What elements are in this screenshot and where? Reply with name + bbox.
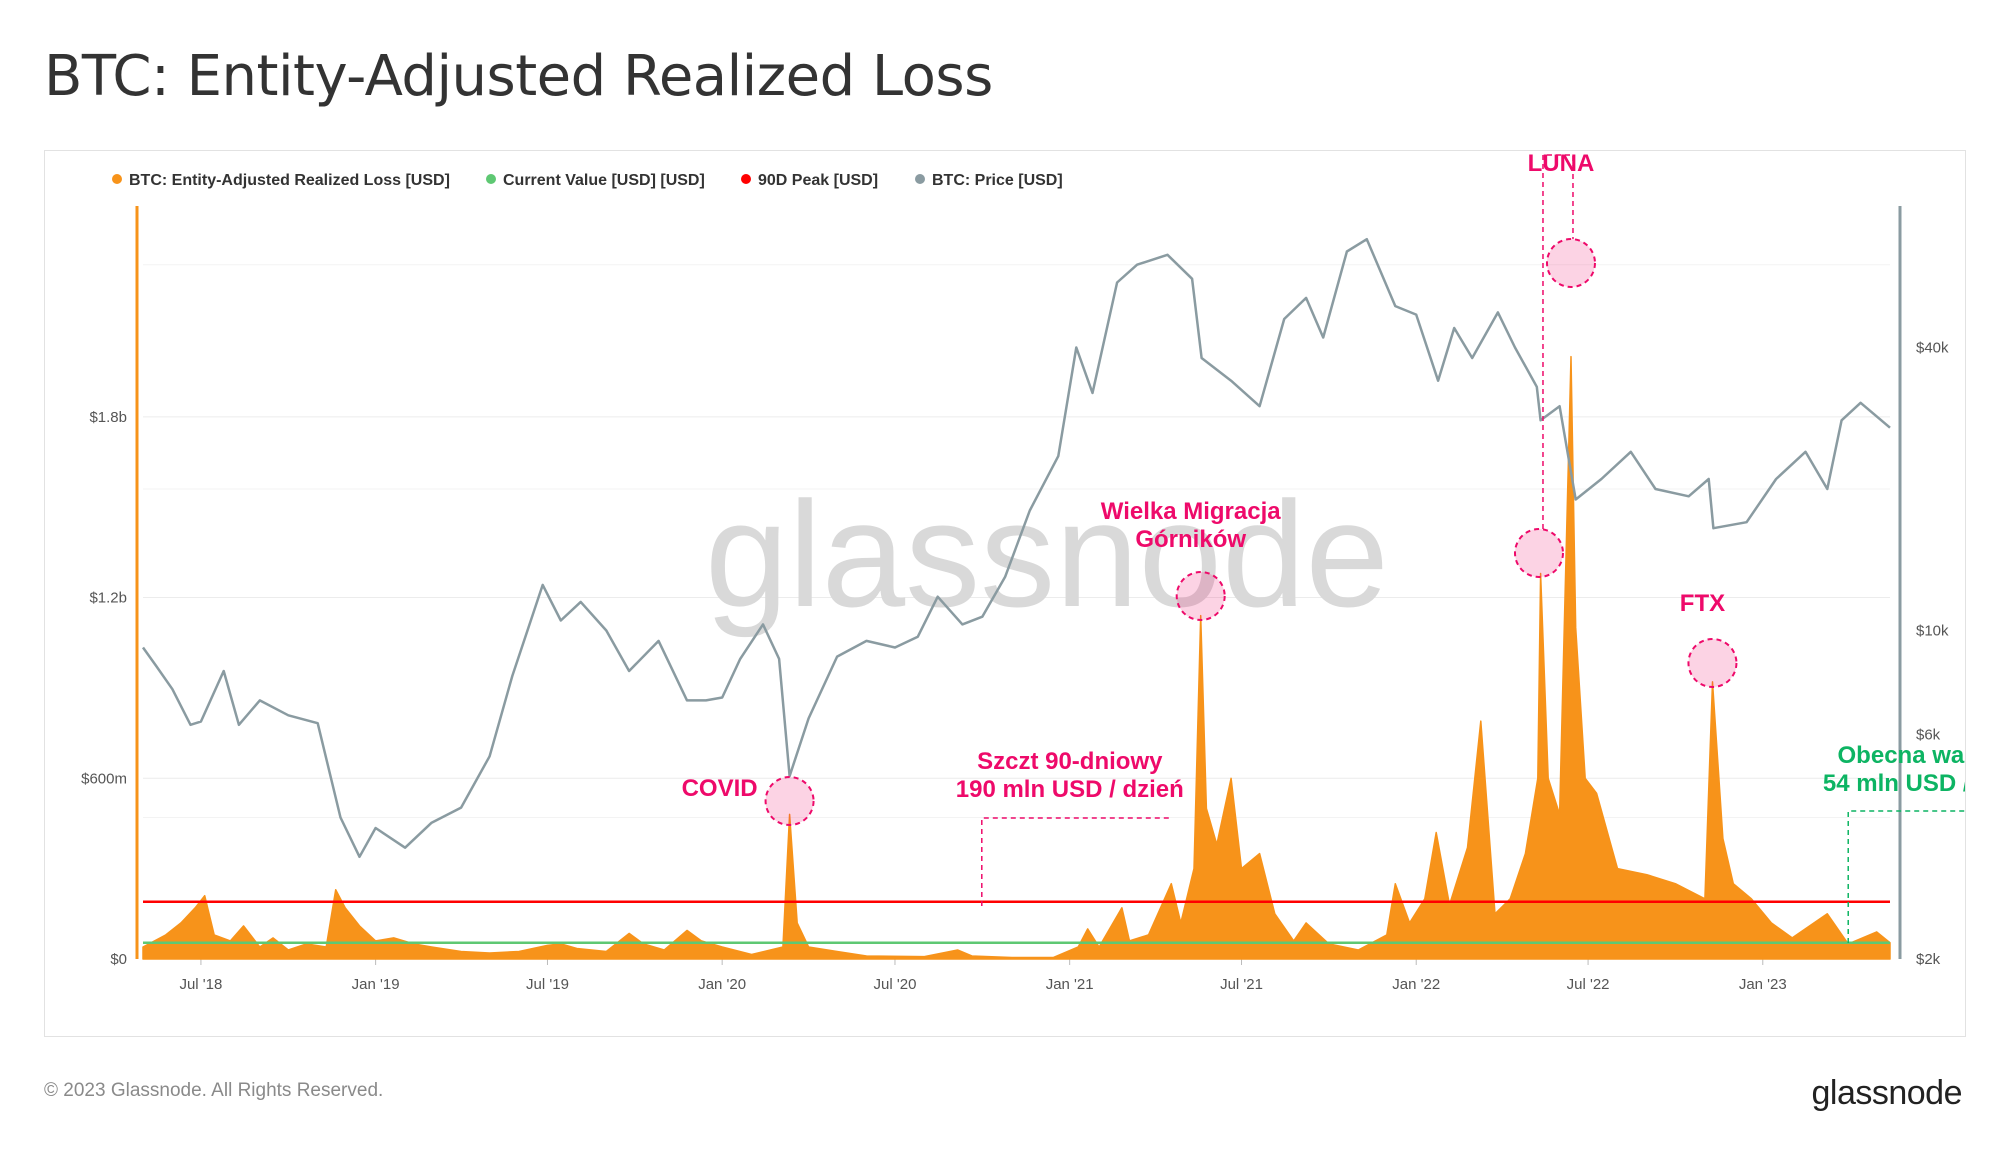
y-right-tick-label: $6k — [1916, 727, 1941, 744]
axes: $0 $600m $1.2b $1.8b $2k $6k $10k $40k Jul '18 Ja… — [81, 206, 1949, 993]
annotation-leader — [1847, 810, 1965, 943]
x-tick-label: Jan '20 — [698, 976, 746, 993]
annotation-label: 190 mln USD / dzień — [956, 776, 1184, 803]
annotation-leader — [981, 817, 1170, 906]
annotation-leader — [1542, 154, 1574, 529]
x-tick-label: Jul '18 — [179, 976, 222, 993]
legend-dot — [915, 174, 925, 184]
gridlines — [143, 264, 1890, 960]
legend-dot — [741, 174, 751, 184]
annotation-label: Obecna wartość — [1838, 742, 1965, 769]
y-left-tick-label: $600m — [81, 770, 127, 787]
x-tick-label: Jul '19 — [526, 976, 569, 993]
x-tick-label: Jan '22 — [1392, 976, 1440, 993]
annotation-label: Górników — [1135, 526, 1246, 553]
legend-label: BTC: Price [USD] — [932, 172, 1063, 189]
x-tick-label: Jul '20 — [874, 976, 917, 993]
annotation-label: FTX — [1680, 590, 1725, 617]
annotation-circle — [1513, 528, 1564, 578]
y-right-tick-label: $2k — [1916, 951, 1941, 968]
x-tick-label: Jul '21 — [1220, 976, 1263, 993]
annotation-circle — [1545, 238, 1596, 288]
annotation-circle — [1175, 571, 1226, 621]
legend-label: Current Value [USD] [USD] — [503, 172, 705, 189]
price-line-series — [141, 237, 1891, 859]
annotation-label: COVID — [682, 775, 758, 802]
annotation-label: 54 mln USD / dzień — [1823, 770, 1965, 797]
legend-label: 90D Peak [USD] — [758, 172, 878, 189]
y-left-tick-label: $1.8b — [89, 409, 127, 426]
copyright-footer: © 2023 Glassnode. All Rights Reserved. — [44, 1080, 384, 1101]
page-title: BTC: Entity-Adjusted Realized Loss — [44, 44, 993, 109]
price-line — [141, 237, 1891, 859]
legend-dot — [486, 174, 496, 184]
loss-area-series — [142, 355, 1891, 960]
annotation-label: Wielka Migracja — [1101, 498, 1282, 525]
watermark: glassnode — [705, 470, 1389, 638]
x-tick-label: Jul '22 — [1567, 976, 1610, 993]
y-right-tick-label: $40k — [1916, 339, 1949, 356]
annotation-label: Szczt 90-dniowy — [977, 748, 1163, 775]
reference-lines — [143, 900, 1890, 944]
x-tick-label: Jan '19 — [352, 976, 400, 993]
legend-dot — [112, 174, 122, 184]
annotation-circle — [1687, 638, 1738, 688]
brand-logo: glassnode — [1811, 1074, 1962, 1112]
legend: BTC: Entity-Adjusted Realized Loss [USD]… — [112, 172, 1063, 189]
legend-label: BTC: Entity-Adjusted Realized Loss [USD] — [129, 172, 450, 189]
chart-frame: BTC: Entity-Adjusted Realized Loss [USD]… — [44, 150, 1966, 1037]
y-left-tick-label: $0 — [110, 951, 127, 968]
loss-area — [142, 355, 1891, 960]
x-tick-label: Jan '21 — [1046, 976, 1094, 993]
y-left-tick-label: $1.2b — [89, 590, 127, 607]
annotation-circle — [764, 776, 815, 826]
chart-svg: BTC: Entity-Adjusted Realized Loss [USD]… — [81, 151, 1965, 993]
x-tick-label: Jan '23 — [1739, 976, 1787, 993]
y-right-tick-label: $10k — [1916, 622, 1949, 639]
